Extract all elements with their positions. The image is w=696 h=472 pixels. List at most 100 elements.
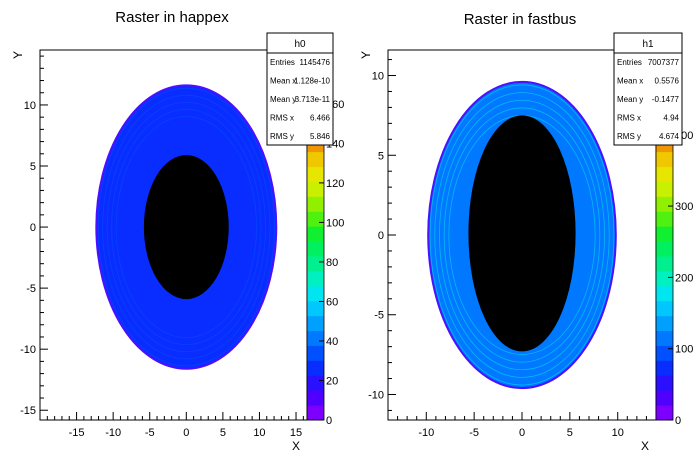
color-scale-step <box>656 166 673 182</box>
color-scale-step <box>307 241 324 257</box>
heatmap-ring <box>115 116 257 338</box>
stats-value: 1.128e-10 <box>294 77 331 86</box>
y-axis: -15 -10 -5 0 5 10 <box>20 55 48 417</box>
heatmap-ring <box>111 109 262 346</box>
stats-box: h0 Entries 1145476 Mean x1.128e-10 Mean y3.7… <box>266 32 334 146</box>
color-scale-step <box>307 256 324 272</box>
x-tick-label: -5 <box>469 427 479 439</box>
stats-label: Mean x <box>270 77 296 86</box>
heatmap-hole <box>468 115 576 352</box>
color-scale-step <box>307 166 324 182</box>
stats-label: Mean y <box>617 95 643 104</box>
chart-title: Raster in fastbus <box>464 11 577 28</box>
stats-label: RMS y <box>270 132 294 141</box>
color-scale-label: 60 <box>326 296 338 308</box>
stats-frame <box>613 32 683 146</box>
stats-label: Entries <box>270 58 295 67</box>
color-scale-step <box>307 315 324 332</box>
color-scale-step <box>656 360 673 376</box>
heatmap-ring <box>439 99 605 371</box>
color-scale-step <box>307 405 324 421</box>
stats-label: Mean x <box>617 77 643 86</box>
stats-value: -0.1477 <box>652 95 680 104</box>
chart-panel-2: Raster in fastbus -10 -5 0 5 10 -10 -5 0 5 10 X Y 0 10… <box>359 11 693 453</box>
y-tick-label: 5 <box>30 161 36 173</box>
y-tick-label: 0 <box>30 222 36 234</box>
x-tick-label: 15 <box>290 427 302 439</box>
stats-value: 7007377 <box>648 58 680 67</box>
y-tick-label: -5 <box>374 310 384 322</box>
color-scale-step <box>307 211 324 227</box>
y-axis-label: Y <box>359 51 373 59</box>
x-tick-label: 5 <box>567 427 573 439</box>
x-axis-label: X <box>641 439 649 453</box>
y-tick-label: 0 <box>378 230 384 242</box>
color-scale-step <box>656 211 673 227</box>
color-scale-label: 20 <box>326 375 338 387</box>
stats-name: h1 <box>642 39 654 50</box>
x-tick-label: 0 <box>519 427 525 439</box>
x-axis-label: X <box>292 439 300 453</box>
color-scale-step <box>656 330 673 346</box>
color-scale-step <box>656 181 673 197</box>
x-axis: -15 -10 -5 0 5 10 15 <box>39 412 304 439</box>
heatmap <box>95 84 278 370</box>
x-axis: -10 -5 0 5 10 <box>387 412 657 439</box>
color-scale-label: 100 <box>326 217 344 229</box>
color-scale-step <box>307 300 324 317</box>
color-scale-step <box>656 405 673 421</box>
color-scale-step <box>307 151 324 168</box>
color-scale-step <box>656 285 673 302</box>
stats-label: RMS x <box>270 114 294 123</box>
heatmap-hole <box>143 155 229 300</box>
color-scale-label: 300 <box>675 201 693 213</box>
x-tick-label: 5 <box>220 427 226 439</box>
color-scale-step <box>307 270 324 287</box>
x-tick-label: -10 <box>418 427 434 439</box>
y-tick-label: 10 <box>372 71 384 83</box>
y-tick-label: 10 <box>24 100 36 112</box>
color-scale-step <box>307 375 324 391</box>
color-scale-step <box>307 360 324 376</box>
stats-label: RMS y <box>617 132 641 141</box>
stats-value: 0.5576 <box>655 77 680 86</box>
stats-label: RMS x <box>617 114 641 123</box>
y-tick-label: 5 <box>378 150 384 162</box>
y-tick-label: -5 <box>26 283 36 295</box>
color-scale-label: 0 <box>326 415 332 427</box>
color-scale-step <box>656 256 673 272</box>
color-scale-step <box>307 285 324 302</box>
color-scale-step <box>656 375 673 391</box>
color-scale-step <box>656 390 673 406</box>
color-scale-step <box>656 151 673 168</box>
stats-name: h0 <box>294 39 306 50</box>
x-tick-label: -5 <box>145 427 155 439</box>
color-scale-step <box>307 196 324 212</box>
color-scale-step <box>656 300 673 317</box>
heatmap-ring <box>434 92 610 378</box>
color-scale-label: 40 <box>326 336 338 348</box>
y-tick-label: -10 <box>20 344 36 356</box>
stats-value: 1145476 <box>299 58 330 67</box>
color-scale-step <box>307 390 324 406</box>
color-scale-step <box>656 226 673 242</box>
x-tick-label: 10 <box>253 427 265 439</box>
y-tick-label: -10 <box>368 389 384 401</box>
color-scale-step <box>656 270 673 287</box>
stats-label: Mean y <box>270 95 296 104</box>
color-scale-step <box>656 345 673 361</box>
x-tick-label: 10 <box>612 427 624 439</box>
heatmap-ring <box>106 102 266 353</box>
y-tick-label: -15 <box>20 405 36 417</box>
stats-value: 5.846 <box>310 132 331 141</box>
stats-value: 4.674 <box>659 132 680 141</box>
color-scale-label: 120 <box>326 178 344 190</box>
color-scale-step <box>656 315 673 332</box>
stats-value: 3.713e-11 <box>295 95 331 104</box>
color-scale-label: 200 <box>675 272 693 284</box>
x-tick-label: 0 <box>183 427 189 439</box>
color-scale-label: 80 <box>326 257 338 269</box>
